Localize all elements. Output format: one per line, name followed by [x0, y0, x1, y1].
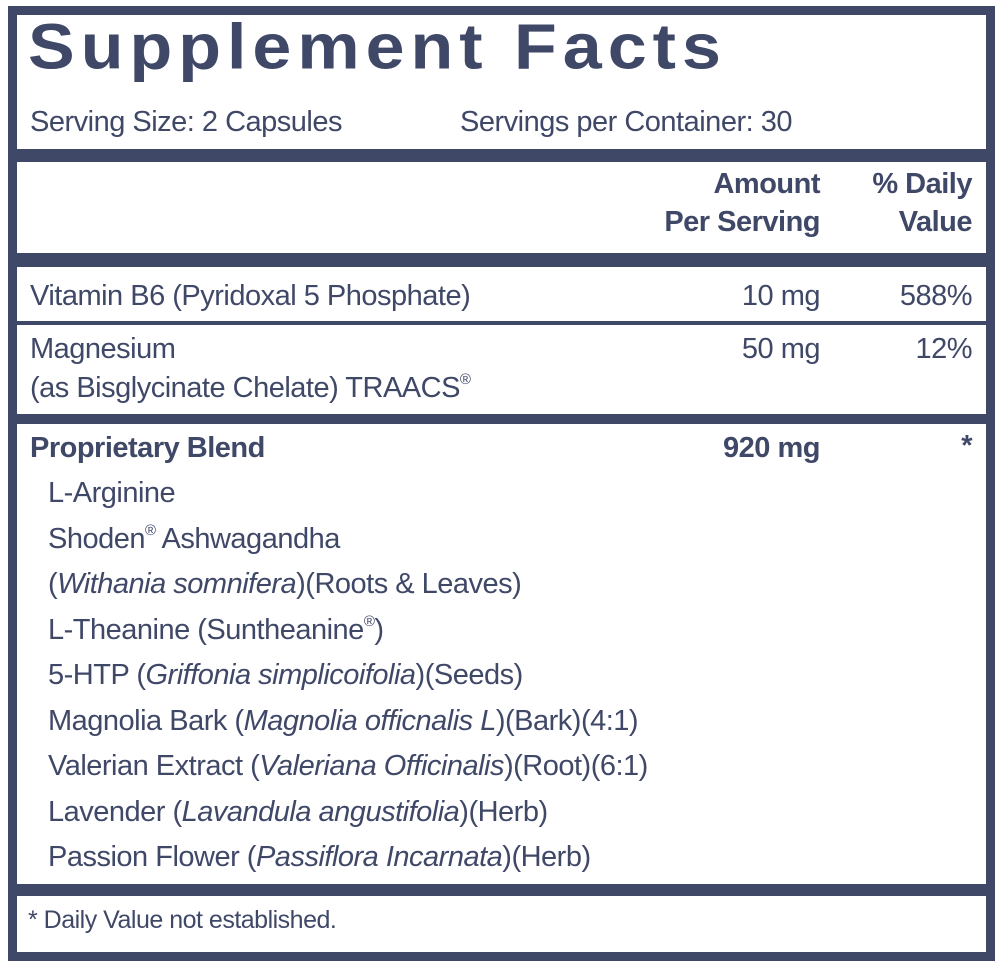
- ingredient-text: Passion Flower (: [48, 841, 256, 873]
- botanical-name: Lavandula angustifolia: [181, 795, 460, 828]
- botanical-name: Valeriana Officinalis: [259, 750, 504, 782]
- divider-thick: [8, 414, 995, 424]
- blend-ingredient: (Withania somnifera)(Roots & Leaves): [48, 568, 522, 600]
- nutrient-name: Vitamin B6 (Pyridoxal 5 Phosphate): [30, 280, 471, 312]
- panel-title: Supplement Facts: [28, 10, 727, 83]
- supplement-facts-panel: [8, 6, 995, 961]
- ingredient-text: )(Herb): [459, 795, 548, 828]
- registered-mark: ®: [145, 521, 156, 539]
- registered-mark: ®: [459, 371, 471, 388]
- nutrient-dv: 588%: [899, 280, 973, 312]
- divider-thick: [8, 884, 995, 896]
- ingredient-text: 5-HTP (: [48, 659, 146, 691]
- ingredient-text: )(Herb): [502, 841, 591, 873]
- amount-header-2: Per Serving: [664, 206, 820, 238]
- ingredient-text: Valerian Extract (: [48, 750, 260, 782]
- blend-ingredient: 5-HTP (Griffonia simplicoifolia)(Seeds): [48, 661, 523, 690]
- servings-per-container: Servings per Container: 30: [460, 106, 792, 138]
- ingredient-text: ): [374, 613, 384, 646]
- blend-amount: 920 mg: [723, 432, 820, 464]
- ingredient-text: Magnolia Bark (: [48, 704, 244, 737]
- divider-thin: [8, 321, 995, 325]
- blend-ingredient: Passion Flower (Passiflora Incarnata)(He…: [48, 843, 591, 872]
- blend-ingredient: L-Arginine: [48, 477, 176, 509]
- blend-ingredient: Magnolia Bark (Magnolia officnalis L)(Ba…: [48, 704, 639, 737]
- nutrient-amount: 10 mg: [741, 280, 821, 312]
- ingredient-text: )(Bark)(4:1): [495, 704, 639, 737]
- dv-header-1: % Daily: [872, 168, 972, 200]
- botanical-name: Griffonia simplicoifolia: [145, 659, 416, 691]
- botanical-name: Withania somnifera: [57, 568, 297, 600]
- botanical-name: Passiflora Incarnata: [255, 841, 503, 873]
- ingredient-text: )(Seeds): [415, 659, 524, 691]
- blend-ingredient: Lavender (Lavandula angustifolia)(Herb): [48, 795, 548, 828]
- nutrient-amount: 50 mg: [741, 333, 821, 365]
- footnote: * Daily Value not established.: [28, 906, 337, 934]
- botanical-name: Magnolia officnalis L: [243, 704, 497, 737]
- ingredient-text: L-Arginine: [48, 477, 176, 509]
- ingredient-text: Ashwagandha: [155, 522, 341, 555]
- blend-dv: *: [961, 430, 972, 462]
- nutrient-dv: 12%: [915, 333, 972, 365]
- serving-size: Serving Size: 2 Capsules: [30, 106, 343, 138]
- amount-header-1: Amount: [713, 168, 820, 200]
- blend-ingredient: Valerian Extract (Valeriana Officinalis)…: [48, 752, 648, 781]
- ingredient-text: )(Roots & Leaves): [296, 568, 522, 600]
- ingredient-text: )(Root)(6:1): [503, 750, 648, 782]
- registered-mark: ®: [363, 612, 375, 630]
- divider-thick: [8, 149, 995, 162]
- nutrient-name: Magnesium: [30, 333, 176, 365]
- blend-ingredient: Shoden® Ashwagandha: [48, 521, 341, 555]
- nutrient-name-detail: (as Bisglycinate Chelate) TRAACS®: [30, 371, 471, 404]
- ingredient-text: Shoden: [48, 522, 146, 555]
- ingredient-text: (: [48, 568, 58, 600]
- divider-thick: [8, 253, 995, 267]
- ingredient-text: Lavender (: [48, 795, 182, 828]
- ingredient-text: L-Theanine (Suntheanine: [48, 613, 364, 646]
- blend-name: Proprietary Blend: [30, 432, 265, 464]
- blend-ingredient: L-Theanine (Suntheanine®): [48, 612, 384, 646]
- dv-header-2: Value: [898, 206, 973, 238]
